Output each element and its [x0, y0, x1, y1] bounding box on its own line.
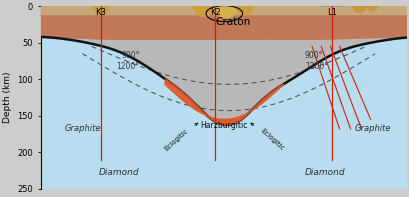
Text: 1200°: 1200° [116, 62, 139, 71]
Text: L1: L1 [326, 8, 336, 17]
Text: Harzburgitic: Harzburgitic [200, 121, 247, 130]
Text: Graphite: Graphite [64, 124, 101, 133]
Text: Eclogitic: Eclogitic [250, 123, 284, 152]
Polygon shape [194, 6, 214, 17]
Text: 900°: 900° [121, 51, 140, 60]
Polygon shape [367, 6, 376, 11]
Text: Craton: Craton [215, 17, 250, 27]
Text: Eclogitic: Eclogitic [164, 123, 197, 152]
Polygon shape [41, 12, 406, 39]
Polygon shape [214, 6, 238, 18]
Text: K2: K2 [209, 8, 220, 17]
Text: Graphite: Graphite [353, 124, 390, 133]
Polygon shape [164, 79, 283, 125]
Text: K3: K3 [95, 8, 106, 17]
Text: Diamond: Diamond [304, 168, 344, 177]
Text: 900°: 900° [304, 51, 322, 60]
Polygon shape [93, 6, 108, 14]
Polygon shape [353, 6, 365, 12]
Polygon shape [236, 6, 252, 15]
Polygon shape [41, 6, 406, 14]
Polygon shape [319, 0, 343, 6]
Text: Diamond: Diamond [99, 168, 139, 177]
Y-axis label: Depth (km): Depth (km) [3, 72, 12, 123]
Text: 1200°: 1200° [305, 62, 328, 71]
Polygon shape [41, 37, 409, 189]
Polygon shape [41, 6, 406, 39]
